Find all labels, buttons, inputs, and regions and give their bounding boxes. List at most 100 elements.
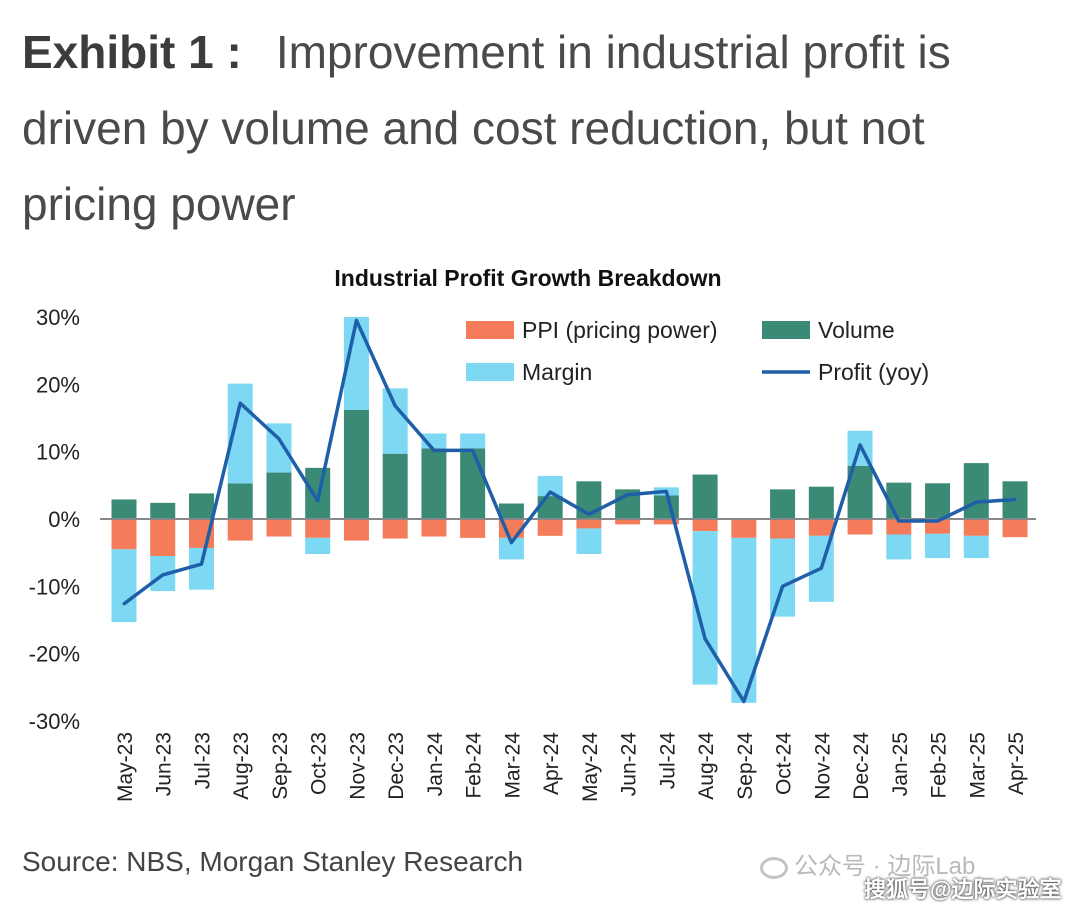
bar-volume xyxy=(653,495,679,519)
bar-ppi-pricing-power xyxy=(537,519,563,536)
bar-ppi-pricing-power xyxy=(266,519,292,537)
x-tick-label: Apr-25 xyxy=(1005,732,1028,795)
x-tick-label: Oct-24 xyxy=(773,732,796,795)
legend-label: Profit (yoy) xyxy=(818,359,929,385)
profit-point xyxy=(781,584,785,588)
bar-margin xyxy=(305,537,331,555)
bar-volume xyxy=(498,503,524,519)
profit-point xyxy=(897,519,901,523)
x-tick-label: Mar-24 xyxy=(501,732,524,799)
profit-point xyxy=(858,443,862,447)
chart-title: Industrial Profit Growth Breakdown xyxy=(334,265,721,291)
profit-line-group xyxy=(122,318,1017,704)
bar-volume xyxy=(770,489,796,519)
x-tick-label: Jan-25 xyxy=(889,732,912,796)
y-axis: 30% 20% 10% 0% -10% -20% -30% xyxy=(29,305,80,734)
bar-ppi-pricing-power xyxy=(343,519,369,541)
x-tick-label: Apr-24 xyxy=(540,732,563,795)
y-tick-label: 0% xyxy=(48,507,80,532)
x-tick-label: Jan-24 xyxy=(424,732,447,797)
x-tick-label: Dec-23 xyxy=(385,732,408,800)
bar-margin xyxy=(537,475,563,497)
bar-volume xyxy=(382,453,408,519)
legend-label: PPI (pricing power) xyxy=(522,317,718,343)
x-tick-label: May-24 xyxy=(579,732,602,802)
profit-line xyxy=(122,318,1016,704)
bar-margin xyxy=(188,547,214,590)
bar-ppi-pricing-power xyxy=(770,519,796,539)
profit-point xyxy=(354,318,358,322)
bar-volume xyxy=(188,493,214,519)
profit-point xyxy=(277,437,281,441)
profit-point xyxy=(742,699,746,703)
bar-margin xyxy=(498,537,524,560)
profit-point xyxy=(471,448,475,452)
bar-volume xyxy=(692,474,718,519)
bar-volume xyxy=(925,483,951,519)
profit-point xyxy=(509,541,513,545)
watermark-line1: 公众号 · 边际Lab xyxy=(760,846,975,881)
bar-margin xyxy=(963,535,989,559)
bar-volume xyxy=(150,502,176,519)
legend-swatch xyxy=(762,321,810,339)
profit-point xyxy=(199,562,203,566)
bar-ppi-pricing-power xyxy=(615,519,641,525)
bar-ppi-pricing-power xyxy=(421,519,447,537)
x-tick-label: Sep-24 xyxy=(734,732,757,800)
bar-ppi-pricing-power xyxy=(460,519,486,538)
y-tick-label: 30% xyxy=(36,305,80,330)
profit-point xyxy=(819,566,823,570)
bar-ppi-pricing-power xyxy=(576,519,602,529)
bar-ppi-pricing-power xyxy=(731,519,757,538)
watermark-text: 公众号 · 边际Lab xyxy=(794,853,976,880)
bar-volume xyxy=(266,472,292,519)
profit-point xyxy=(587,512,591,516)
exhibit-label: Exhibit 1 : xyxy=(22,26,242,78)
x-axis: May-23 Jun-23 Jul-23 Aug-23 Sep-23 Oct-23 Nov-… xyxy=(114,732,1028,802)
source-note: Source: NBS, Morgan Stanley Research xyxy=(22,846,524,877)
bar-ppi-pricing-power xyxy=(305,519,331,538)
bar-ppi-pricing-power xyxy=(227,519,253,541)
y-tick-label: -20% xyxy=(29,642,80,667)
bar-ppi-pricing-power xyxy=(692,519,718,532)
bar-volume xyxy=(460,448,486,519)
bar-volume xyxy=(808,486,834,519)
watermark-line2: 搜狐号@边际实验室 xyxy=(864,877,1062,902)
bar-margin xyxy=(382,388,408,454)
profit-point xyxy=(664,489,668,493)
x-tick-label: Jul-23 xyxy=(191,732,214,789)
bar-volume xyxy=(421,448,447,519)
x-tick-label: Jun-23 xyxy=(153,732,176,796)
bar-volume xyxy=(111,499,137,519)
x-tick-label: Jun-24 xyxy=(618,732,641,797)
profit-point xyxy=(393,404,397,408)
bar-ppi-pricing-power xyxy=(653,519,679,525)
x-tick-label: Aug-24 xyxy=(695,732,718,800)
bar-ppi-pricing-power xyxy=(382,519,408,539)
profit-point xyxy=(432,448,436,452)
x-tick-label: Sep-23 xyxy=(269,732,292,800)
x-tick-label: Aug-23 xyxy=(230,732,253,800)
y-tick-label: -30% xyxy=(29,709,80,734)
x-tick-label: Mar-25 xyxy=(966,732,989,799)
bar-ppi-pricing-power xyxy=(886,519,912,535)
y-tick-label: 20% xyxy=(36,372,80,397)
x-tick-label: Feb-25 xyxy=(928,732,951,799)
legend-label: Volume xyxy=(818,317,895,343)
bar-volume xyxy=(537,496,563,519)
bar-ppi-pricing-power xyxy=(150,519,176,557)
x-tick-label: Jul-24 xyxy=(656,732,679,790)
profit-growth-chart: Industrial Profit Growth Breakdown 30% 20… xyxy=(29,265,1036,802)
bar-ppi-pricing-power xyxy=(111,519,137,550)
bar-margin xyxy=(770,538,796,617)
y-tick-label: -10% xyxy=(29,574,80,599)
legend-swatch xyxy=(466,321,514,339)
exhibit-title: Improvement in industrial profit is driv… xyxy=(22,26,951,230)
profit-point xyxy=(936,519,940,523)
x-tick-label: Nov-23 xyxy=(346,732,369,800)
bar-volume xyxy=(343,409,369,519)
profit-point xyxy=(548,490,552,494)
legend-swatch xyxy=(466,363,514,381)
bar-margin xyxy=(111,549,137,623)
bar-ppi-pricing-power xyxy=(847,519,873,535)
